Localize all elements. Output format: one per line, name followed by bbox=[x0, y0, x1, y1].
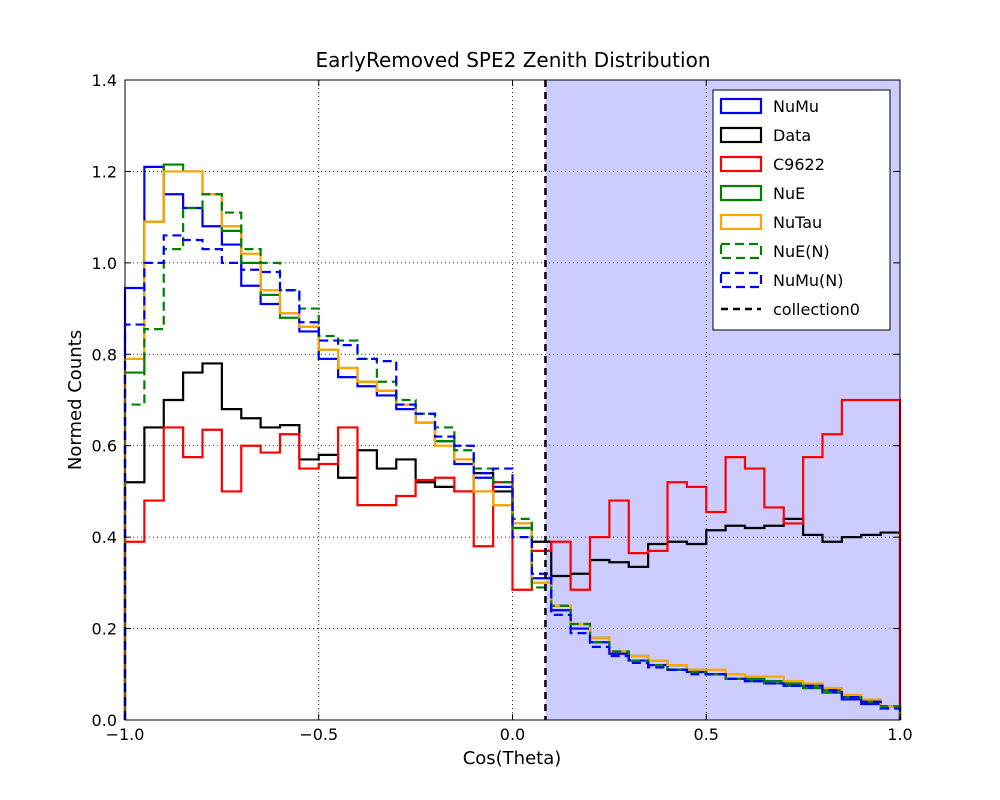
legend-label-numu-n: NuMu(N) bbox=[773, 271, 844, 290]
y-tick-label: 1.0 bbox=[92, 254, 117, 273]
y-axis-label: Normed Counts bbox=[65, 330, 86, 470]
legend-label-nue: NuE bbox=[773, 184, 805, 203]
legend-label-nutau: NuTau bbox=[773, 213, 822, 232]
x-tick-label: 0.5 bbox=[694, 725, 719, 744]
x-tick-label: −1.0 bbox=[106, 725, 145, 744]
y-tick-label: 1.4 bbox=[92, 71, 117, 90]
legend: NuMu Data C9622 NuE NuTau NuE(N) NuMu(N) collec… bbox=[712, 89, 891, 331]
y-tick-label: 0.6 bbox=[92, 437, 117, 456]
series-nue-n bbox=[123, 193, 902, 720]
legend-label-nue-n: NuE(N) bbox=[773, 242, 830, 261]
y-tick-label: 0.0 bbox=[92, 711, 117, 730]
y-tick-label: 0.2 bbox=[92, 620, 117, 639]
legend-label-numu: NuMu bbox=[773, 97, 819, 116]
legend-swatch-nue-n bbox=[719, 242, 763, 260]
y-tick-label: 0.4 bbox=[92, 528, 117, 547]
legend-label-collection0: collection0 bbox=[773, 300, 860, 319]
legend-swatch-nutau bbox=[719, 213, 763, 231]
y-tick-label: 0.8 bbox=[92, 345, 117, 364]
legend-swatch-nue bbox=[719, 184, 763, 202]
legend-swatch-c9622 bbox=[719, 155, 763, 173]
x-tick-label: 1.0 bbox=[887, 725, 912, 744]
legend-box bbox=[712, 89, 891, 331]
chart-title: EarlyRemoved SPE2 Zenith Distribution bbox=[316, 48, 711, 72]
y-tick-label: 1.2 bbox=[92, 162, 117, 181]
legend-label-c9622: C9622 bbox=[773, 155, 825, 174]
legend-swatch-data bbox=[719, 126, 763, 144]
x-axis-label: Cos(Theta) bbox=[463, 748, 562, 769]
x-tick-label: −0.5 bbox=[299, 725, 338, 744]
legend-swatch-numu bbox=[719, 97, 763, 115]
series-numu-n bbox=[123, 234, 902, 720]
x-tick-label: 0.0 bbox=[500, 725, 525, 744]
legend-swatch-numu-n bbox=[719, 271, 763, 289]
legend-label-data: Data bbox=[773, 126, 811, 145]
